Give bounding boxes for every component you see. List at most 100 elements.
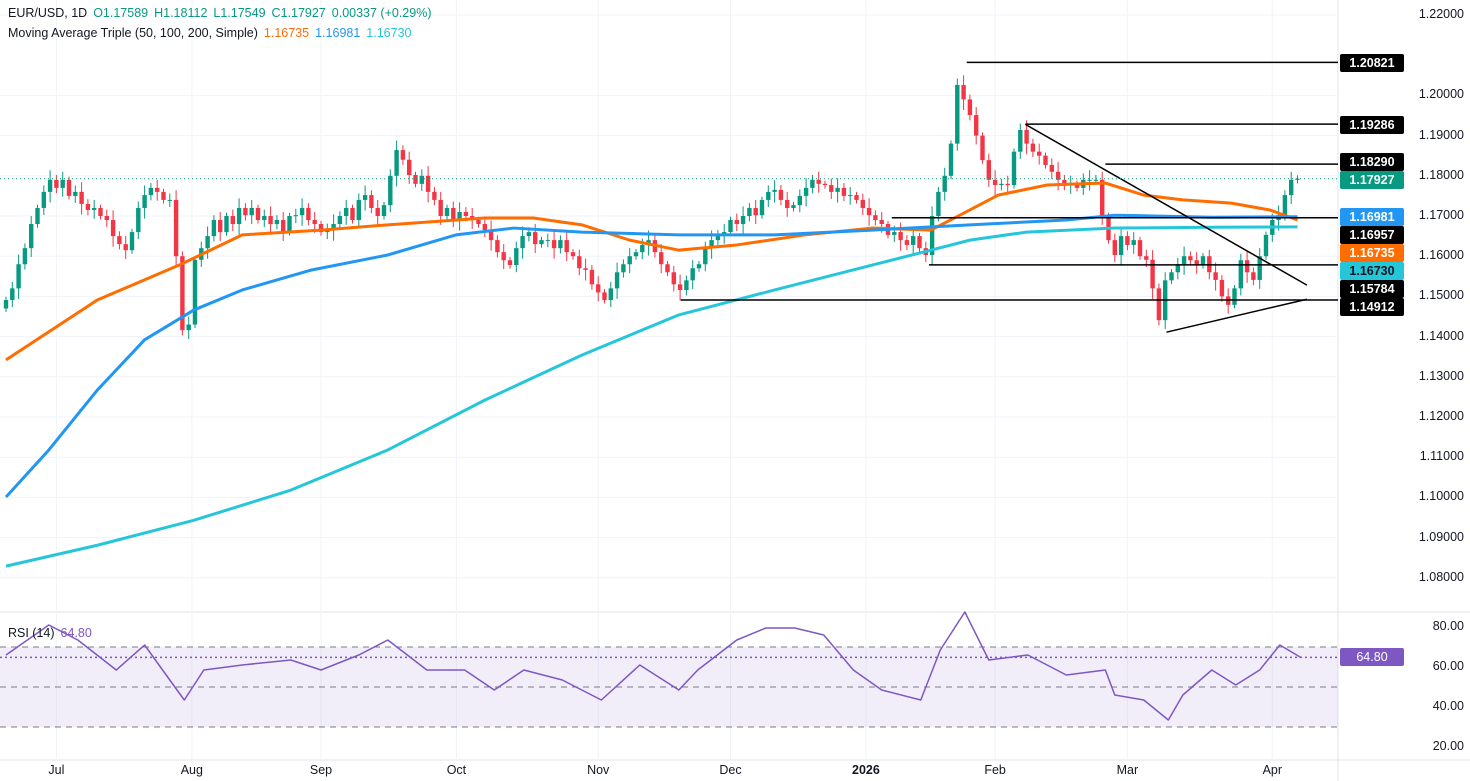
candle [148,183,154,201]
rsi-tick-label: 40.00 [1432,699,1464,713]
candle [1037,143,1042,165]
candle-body [1024,129,1029,144]
candle-body [1257,256,1262,280]
ma-legend: Moving Average Triple (50, 100, 200, Sim… [8,26,417,40]
time-tick-label: Oct [446,763,467,777]
candle [570,248,576,260]
candle [558,235,563,254]
ma-label[interactable]: Moving Average Triple (50, 100, 200, Sim… [8,26,258,40]
price-tick-label: 1.14000 [1418,328,1464,343]
candle-body [690,268,695,281]
candle [848,187,853,205]
candle [608,281,613,308]
candle [583,258,588,281]
candle-body [545,240,550,242]
candle-body [879,220,884,225]
candle-body [1087,179,1092,181]
candle-body [388,175,393,206]
candle-body [633,252,639,257]
candle-body [728,220,733,233]
candle [1226,288,1231,314]
candle [740,206,746,235]
candle-body [684,280,689,290]
candle [161,188,166,204]
candle-body [791,205,796,208]
candle-body [331,224,336,231]
candle [936,187,941,222]
rsi-tick-label: 60.00 [1432,659,1464,673]
rsi-label[interactable]: RSI (14) [8,626,55,640]
candle-body [98,207,103,216]
candle [268,206,273,235]
candle [1018,123,1023,159]
candle-body [92,207,97,210]
candle-body [917,236,922,249]
time-tick-label: Mar [1116,763,1139,777]
candle [734,213,739,232]
candle-body [293,215,298,217]
candle-body [1074,183,1080,188]
candle [917,232,922,252]
candle-body [362,195,368,200]
candle [1131,232,1136,254]
candle [520,226,525,259]
candle [66,176,72,200]
candle [22,243,28,270]
candle [255,204,261,224]
current-price-tag: 1.17927 [1340,171,1404,189]
candle-body [992,179,998,186]
candle [1232,285,1237,309]
candle [1238,253,1243,296]
candle-body [281,220,286,233]
candle-body [180,256,185,331]
candle-body [1251,272,1256,280]
candle-body [337,216,343,225]
rsi-legend-value: 64.80 [60,626,92,640]
candle-body [66,179,72,196]
candle-body [236,207,242,225]
candle-body [929,216,935,255]
candle-body [1213,272,1218,280]
candle [362,185,368,211]
candle [262,209,267,228]
candle [1251,267,1256,286]
candle [785,191,790,217]
candle-body [1055,171,1061,180]
candle-body [961,84,966,100]
candle-body [41,191,46,208]
candle-body [596,284,601,293]
candle [123,236,128,260]
candle [1144,249,1149,267]
candle-body [570,252,576,257]
time-tick-label: Jul [48,763,65,777]
candle-body [1049,164,1054,172]
candle [1062,174,1067,191]
level-price-tag: 1.18290 [1340,153,1404,171]
candle [974,107,979,145]
candle-body [589,269,595,285]
candle [772,180,777,203]
candle [438,191,443,225]
candle-body [671,272,676,285]
candle [243,203,248,221]
candle [104,209,109,228]
candle [911,228,916,254]
level-price-tag: 1.20821 [1340,54,1404,72]
candle [633,248,639,260]
candle-body [810,179,815,188]
candle-body [432,191,437,200]
candle-body [1200,256,1206,266]
candle-body [778,189,784,200]
candle-body [747,207,752,216]
candle-body [85,203,91,210]
candle-body [507,260,513,266]
candle-body [1018,129,1023,152]
candle [10,281,15,308]
candle-body [230,216,235,225]
candle-body [117,236,122,245]
candle [1049,158,1054,179]
candle [684,275,689,296]
candle-body [911,236,916,245]
candle [495,235,500,258]
